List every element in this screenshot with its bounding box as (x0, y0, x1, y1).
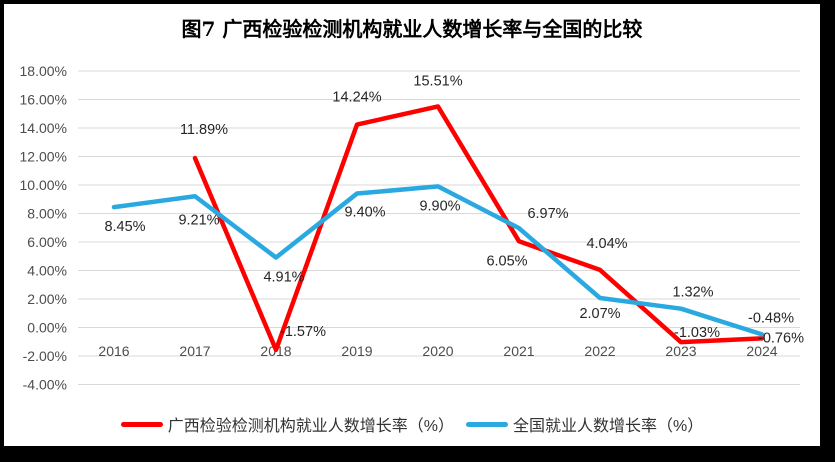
legend-item-guangxi: 广西检验检测机构就业人数增长率（%） (120, 412, 454, 436)
y-axis-tick-label: 12.00% (20, 149, 67, 165)
y-axis-tick-label: 10.00% (20, 177, 67, 193)
y-axis-tick-label: 14.00% (20, 120, 67, 136)
legend-line-swatch-national (466, 421, 508, 427)
data-label: 6.05% (486, 253, 527, 269)
data-label: 1.32% (672, 285, 713, 301)
legend-label-guangxi: 广西检验检测机构就业人数增长率（%） (167, 418, 454, 435)
data-label: -1.57% (280, 324, 326, 340)
y-axis-tick-label: -4.00% (23, 377, 67, 393)
x-axis-category-label: 2016 (98, 343, 129, 359)
series-line-guangxi (192, 104, 765, 353)
y-axis-tick-label: 2.00% (27, 291, 67, 307)
x-axis-category-label: 2022 (584, 343, 615, 359)
data-label: 4.91% (263, 270, 304, 286)
data-label: 15.51% (413, 73, 462, 89)
chart-canvas (4, 4, 820, 446)
y-axis-tick-label: 8.00% (27, 206, 67, 222)
x-axis-category-label: 2024 (746, 343, 777, 359)
legend-item-national: 全国就业人数增长率（%） (466, 412, 703, 436)
data-label: -0.48% (748, 310, 794, 326)
data-label: 2.07% (579, 306, 620, 322)
chart-title: 图7 广西检验检测机构就业人数增长率与全国的比较 (181, 17, 643, 41)
y-axis-tick-label: 6.00% (27, 234, 67, 250)
y-axis-tick-label: 16.00% (20, 92, 67, 108)
data-label: 9.90% (419, 198, 460, 214)
x-axis-category-label: 2021 (503, 343, 534, 359)
y-axis-tick-label: 18.00% (20, 63, 67, 79)
data-label: -1.03% (674, 325, 720, 341)
y-axis-tick-label: 4.00% (27, 263, 67, 279)
legend-label-national: 全国就业人数增长率（%） (513, 418, 704, 435)
data-label: 4.04% (586, 236, 627, 252)
data-label: 11.89% (180, 122, 228, 138)
legend: 广西检验检测机构就业人数增长率（%） 全国就业人数增长率（%） (4, 412, 820, 436)
x-axis-category-label: 2023 (665, 343, 696, 359)
data-label: 8.45% (104, 219, 145, 235)
data-label: 6.97% (527, 206, 568, 222)
legend-line-swatch-guangxi (120, 421, 163, 427)
data-label: 9.21% (178, 212, 219, 228)
data-label: 14.24% (332, 90, 381, 106)
x-axis-category-label: 2017 (179, 343, 210, 359)
data-label: -0.76% (758, 330, 804, 346)
series-line-national (111, 184, 765, 337)
y-axis-tick-label: -2.00% (23, 348, 67, 364)
x-axis-category-label: 2020 (422, 343, 453, 359)
y-axis-tick-label: 0.00% (27, 320, 67, 336)
x-axis-category-label: 2019 (341, 343, 372, 359)
data-label: 9.40% (344, 205, 385, 221)
